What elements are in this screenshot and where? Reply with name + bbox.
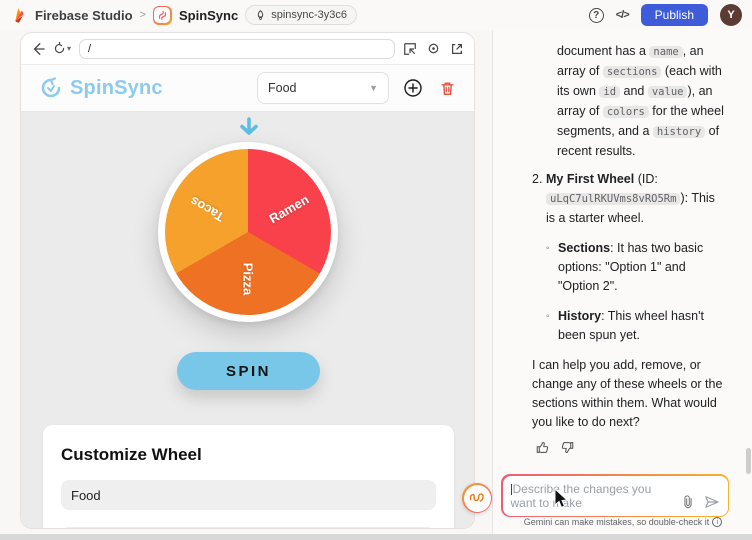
thumbs-up-icon: [536, 442, 549, 453]
thumbs-down-icon: [561, 442, 574, 453]
open-in-new-icon[interactable]: [450, 42, 464, 56]
wheel-select-value: Food: [268, 81, 297, 95]
reload-button[interactable]: ▾: [53, 42, 71, 55]
bullet-icon: ◦: [546, 311, 550, 322]
wheel-name-input[interactable]: [61, 480, 436, 510]
list-number: 2.: [532, 172, 543, 186]
chat-input[interactable]: Describe the changes you want to make: [502, 475, 728, 516]
message-paragraph: document has a name, an array of section…: [557, 44, 724, 158]
disclaimer-text: Gemini can make mistakes, so double-chec…: [493, 517, 752, 527]
spinsync-header: SpinSync Food ▼: [21, 65, 474, 112]
mouse-cursor: [551, 487, 571, 515]
send-icon[interactable]: [704, 495, 720, 509]
publish-button[interactable]: Publish: [640, 4, 708, 26]
list-item-text: My First Wheel (ID: uLqC7ulRKUVms8vRO5Rm…: [546, 172, 715, 225]
feedback-row: [532, 441, 724, 454]
spinsync-logo-text: SpinSync: [70, 76, 163, 99]
sub-item-text: Sections: It has two basic options: "Opt…: [558, 241, 704, 293]
spinsync-app-icon: [152, 5, 172, 25]
wheel-segment-label: Tacos: [187, 192, 227, 225]
chat-composer: Describe the changes you want to make: [501, 474, 729, 517]
chat-input-placeholder: Describe the changes you want to make: [510, 481, 652, 510]
code-icon: </>: [615, 9, 630, 21]
gemini-squiggle-icon: [469, 493, 484, 502]
thumbs-down-button[interactable]: [561, 441, 574, 454]
app-preview-pane: ▾ SpinSync: [20, 32, 475, 529]
top-bar: Firebase Studio > SpinSync spinsync-3y3c…: [0, 0, 752, 30]
message-paragraph: I can help you add, remove, or change an…: [532, 358, 723, 429]
wheel-pointer-arrow: [237, 116, 261, 145]
preview-url-input[interactable]: [79, 38, 395, 59]
spinner-wheel[interactable]: Ramen Pizza Tacos: [158, 142, 338, 322]
customize-wheel-card: Customize Wheel: [43, 425, 454, 528]
window-bottom-edge: [0, 534, 752, 540]
sub-list-item: ◦ History: This wheel hasn't been spun y…: [532, 307, 724, 345]
sub-item-text: History: This wheel hasn't been spun yet…: [558, 309, 704, 342]
chevron-down-icon: ▼: [369, 83, 378, 93]
attach-icon[interactable]: [682, 494, 694, 509]
assistant-message: document has a name, an array of section…: [532, 42, 724, 454]
chevron-down-icon: ▾: [67, 44, 72, 53]
section-input-partial[interactable]: [61, 527, 436, 528]
sub-list-item: ◦ Sections: It has two basic options: "O…: [532, 239, 724, 296]
help-button[interactable]: ?: [588, 7, 604, 23]
wheel-segment-label: Pizza: [240, 262, 256, 296]
breadcrumb-separator: >: [139, 9, 146, 21]
list-item: 2. My First Wheel (ID: uLqC7ulRKUVms8vRO…: [532, 170, 724, 228]
app-title: SpinSync: [178, 7, 239, 23]
gemini-agent-button[interactable]: [462, 483, 492, 513]
firebase-logo-icon: [10, 6, 28, 24]
trash-icon: [441, 81, 454, 95]
wheel-select[interactable]: Food ▼: [257, 72, 389, 104]
bullet-icon: ◦: [546, 243, 550, 254]
add-icon: [404, 79, 422, 97]
visual-edit-icon[interactable]: [426, 41, 441, 56]
select-element-icon[interactable]: [403, 42, 417, 56]
spin-button[interactable]: SPIN: [177, 352, 320, 390]
customize-title: Customize Wheel: [61, 445, 202, 464]
delete-wheel-button[interactable]: [439, 80, 456, 97]
thumbs-up-button[interactable]: [536, 441, 549, 454]
text-caret: [510, 483, 512, 495]
workspace-badge-label: spinsync-3y3c6: [271, 9, 348, 21]
wheel-segment-label: Ramen: [266, 191, 312, 226]
brand-title[interactable]: Firebase Studio: [35, 7, 133, 23]
spinsync-logo: SpinSync: [39, 76, 247, 100]
spinsync-logo-icon: [41, 77, 61, 98]
info-icon: i: [712, 517, 723, 527]
workspace-badge[interactable]: spinsync-3y3c6: [245, 5, 358, 25]
preview-toolbar: ▾: [21, 33, 474, 65]
back-button[interactable]: [31, 42, 45, 56]
gemini-chat-panel: document has a name, an array of section…: [492, 30, 752, 534]
help-icon: ?: [588, 7, 604, 23]
code-view-button[interactable]: </>: [615, 9, 630, 21]
user-avatar[interactable]: Y: [720, 4, 742, 26]
deploy-icon: [258, 9, 264, 20]
chat-scrollbar[interactable]: [746, 448, 751, 474]
reload-icon: [54, 42, 65, 54]
add-wheel-button[interactable]: [403, 78, 423, 98]
